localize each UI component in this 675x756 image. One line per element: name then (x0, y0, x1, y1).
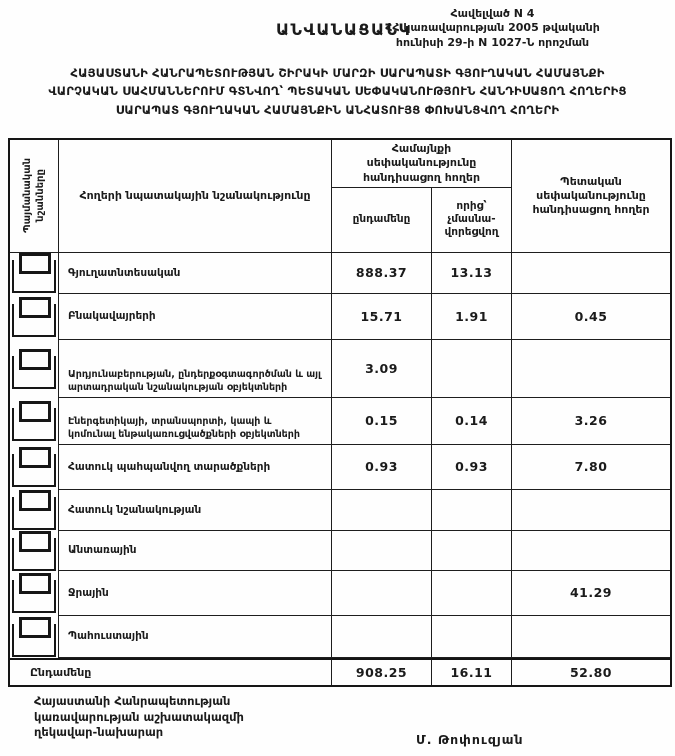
map-legend-symbol-icon (11, 616, 57, 657)
symbol-cell (10, 252, 59, 294)
row-label: Ջրային (59, 570, 332, 616)
symbol-cell (10, 293, 59, 340)
map-legend-symbol-icon (11, 401, 57, 442)
symbol-cell (10, 530, 59, 571)
cell-state: 3.26 (512, 398, 670, 445)
title-line-2: ՎԱՐՉԱԿԱՆ ՍԱՀՄԱՆՆԵՐՈՒՄ ԳՏՆՎՈՂ՝ ՊԵՏԱԿԱՆ ՍԵ… (48, 84, 627, 99)
table-row: Գյուղատնտեսական 888.37 13.13 (10, 252, 670, 294)
total-cell-non-privatizable: 16.11 (432, 657, 512, 685)
cell-state (512, 531, 670, 571)
table-row: Բնակավայրերի 15.71 1.91 0.45 (10, 293, 670, 340)
footer-line-1: Հայաստանի Հանրապետության (34, 694, 231, 708)
cell-state: 0.45 (512, 294, 670, 340)
map-legend-symbol-icon (11, 573, 57, 614)
cell-non-privatizable (432, 615, 512, 658)
annex-line-3: հունիսի 29-ի N 1027-Ն որոշման (395, 35, 590, 49)
symbol-cell (10, 489, 59, 531)
map-legend-symbol-icon (11, 530, 57, 571)
cell-non-privatizable (432, 339, 512, 398)
total-row-label: Ընդամենը (10, 657, 332, 685)
total-cell-total: 908.25 (332, 657, 432, 685)
cell-state (512, 490, 670, 531)
header-non-privatizable-col: որից՝ չմասնա­վորեցվող (432, 187, 512, 253)
header-land-purpose: Հողերի նպատակային նշանակությունը (59, 140, 332, 253)
row-label: Էներգետիկայի, տրանսպորտի, կապի և կոմունա… (59, 397, 332, 445)
cell-non-privatizable: 13.13 (432, 252, 512, 294)
cell-state (512, 253, 670, 294)
table-row: Ջրային 41.29 (10, 570, 670, 616)
table-row: Արդյունաբերության, ընդերքօգտագործման և ա… (10, 339, 670, 398)
cell-total: 888.37 (332, 252, 432, 294)
header-total-col: ընդամենը (332, 187, 432, 253)
cell-total: 0.93 (332, 444, 432, 490)
title-line-1: ՀԱՅԱՍՏԱՆԻ ՀԱՆՐԱՊԵՏՈՒԹՅԱՆ ՇԻՐԱԿԻ ՄԱՐԶԻ ՍԱ… (70, 66, 605, 80)
symbol-cell (10, 339, 59, 398)
cell-state (512, 616, 670, 658)
cell-total: 15.71 (332, 293, 432, 340)
symbol-cell (10, 444, 59, 490)
table-row: Էներգետիկայի, տրանսպորտի, կապի և կոմունա… (10, 397, 670, 445)
cell-total (332, 530, 432, 571)
cell-state (512, 340, 670, 398)
document-title: ՀԱՅԱՍՏԱՆԻ ՀԱՆՐԱՊԵՏՈՒԹՅԱՆ ՇԻՐԱԿԻ ՄԱՐԶԻ ՍԱ… (8, 64, 667, 119)
cell-non-privatizable (432, 489, 512, 531)
header-symbols-label: Պայմանական նշանները (21, 158, 46, 234)
total-row: Ընդամենը 908.25 16.11 52.80 (10, 657, 670, 685)
cell-total (332, 570, 432, 616)
footer-line-2: կառավարության աշխատակազմի (34, 709, 244, 724)
annex-line-2: ՀՀ կառավարության 2005 թվականի (385, 21, 600, 35)
cell-total (332, 615, 432, 658)
map-legend-symbol-icon (11, 348, 57, 389)
symbol-cell (10, 615, 59, 658)
map-legend-symbol-icon (11, 490, 57, 531)
table-row: Հատուկ պահպանվող տարածքների 0.93 0.93 7.… (10, 444, 670, 490)
table-row: Անտառային (10, 530, 670, 571)
row-label: Բնակավայրերի (59, 293, 332, 340)
symbol-cell (10, 397, 59, 445)
cell-total: 0.15 (332, 397, 432, 445)
row-label: Հատուկ նշանակության (59, 489, 332, 531)
map-legend-symbol-icon (11, 447, 57, 488)
row-label: Արդյունաբերության, ընդերքօգտագործման և ա… (59, 339, 332, 398)
cell-non-privatizable (432, 530, 512, 571)
header-symbols-cell: Պայմանական նշանները (10, 140, 59, 253)
header-state-group: Պետական սեփականությունը հանդիսացող հողեր (512, 140, 670, 253)
header-community-group: Համայնքի սեփականությունը հանդիսացող հողե… (332, 140, 512, 188)
cell-non-privatizable: 0.14 (432, 397, 512, 445)
land-transfer-table: Պայմանական նշանները Հողերի նպատակային նշ… (8, 138, 672, 687)
row-label: Գյուղատնտեսական (59, 252, 332, 294)
cell-non-privatizable: 1.91 (432, 293, 512, 340)
annex-reference: Հավելված N 4 ՀՀ կառավարության 2005 թվակա… (320, 7, 665, 50)
table-row: Հատուկ նշանակության (10, 489, 670, 531)
row-label: Պահուստային (59, 615, 332, 658)
cell-total (332, 489, 432, 531)
title-line-3: ՍԱՐԱՊԱՏ ԳՅՈՒՂԱԿԱՆ ՀԱՄԱՅՆՔԻՆ ԱՆՀԱՏՈՒՅՑ ՓՈ… (115, 102, 560, 117)
total-cell-state: 52.80 (512, 657, 670, 685)
signature-name: Մ. Թոփուզյան (416, 732, 524, 747)
symbol-cell (10, 570, 59, 616)
cell-state: 41.29 (512, 571, 670, 616)
footer-line-3: ղեկավար-նախարար (34, 725, 164, 740)
cell-state: 7.80 (512, 445, 670, 490)
row-label: Հատուկ պահպանվող տարածքների (59, 444, 332, 490)
row-label: Անտառային (59, 530, 332, 571)
cell-non-privatizable: 0.93 (432, 444, 512, 490)
map-legend-symbol-icon (11, 296, 57, 337)
annex-line-1: Հավելված N 4 (450, 7, 535, 20)
signatory-title-block: Հայաստանի Հանրապետության կառավարության ա… (34, 694, 244, 741)
table-row: Պահուստային (10, 615, 670, 658)
cell-total: 3.09 (332, 339, 432, 398)
cell-non-privatizable (432, 570, 512, 616)
doc-label: ԱՆՎԱՆԱՑԱՆԿ (276, 20, 412, 39)
map-legend-symbol-icon (11, 253, 57, 294)
